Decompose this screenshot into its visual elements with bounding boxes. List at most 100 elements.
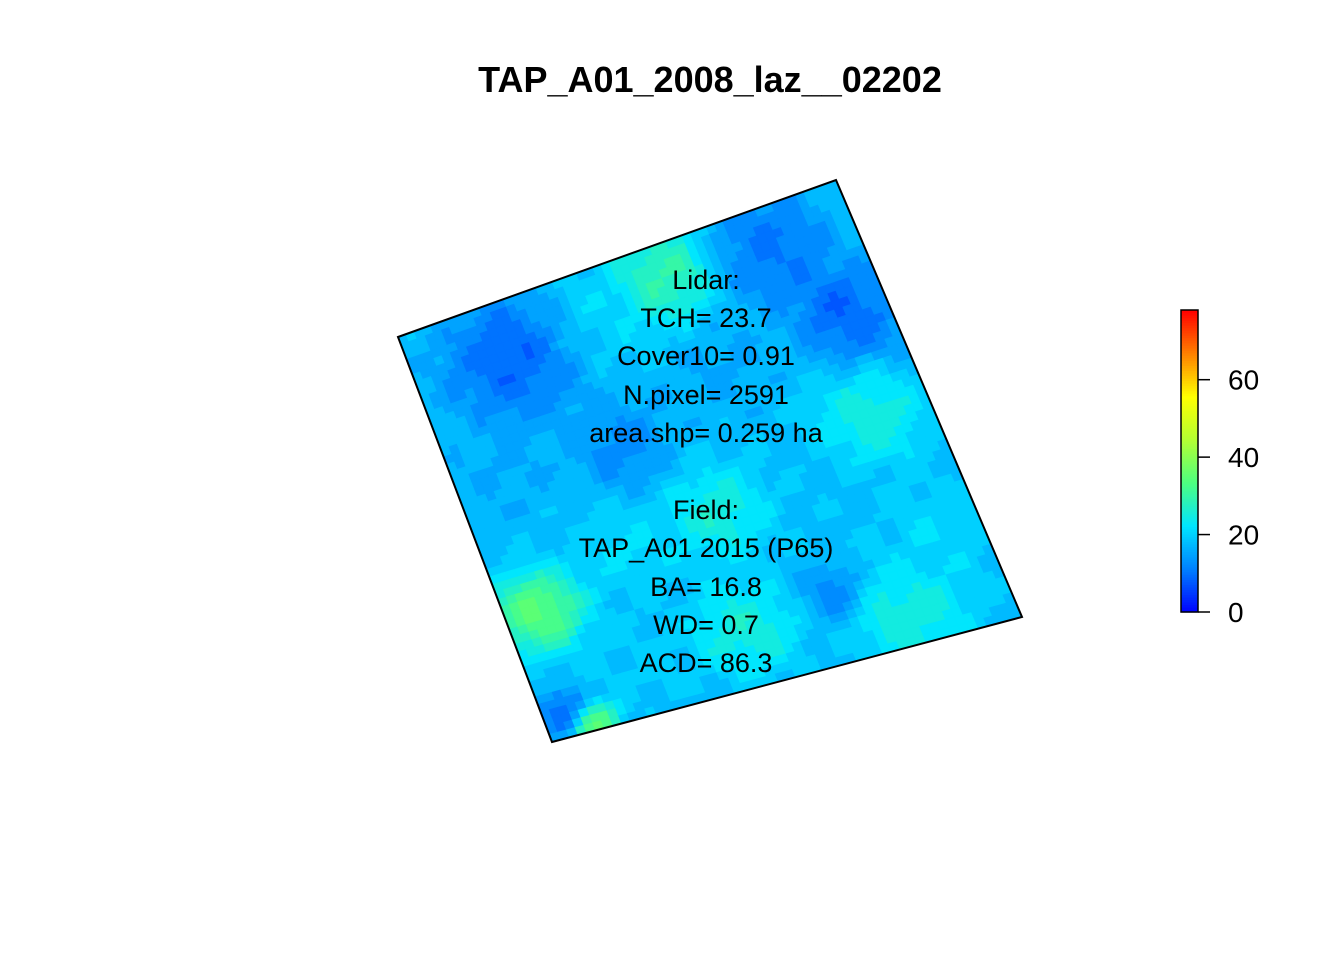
colorbar-step: [1181, 362, 1198, 366]
colorbar-step: [1181, 478, 1198, 482]
colorbar-step: [1181, 335, 1198, 339]
colorbar-step: [1181, 516, 1198, 520]
colorbar-step: [1181, 544, 1198, 548]
colorbar-step: [1181, 574, 1198, 578]
colorbar-step: [1181, 523, 1198, 528]
lidar-npixel: N.pixel= 2591: [623, 380, 789, 410]
colorbar-step: [1181, 584, 1198, 588]
plot-boundary: [396, 178, 1024, 744]
colorbar-step: [1181, 377, 1198, 382]
colorbar-step: [1181, 483, 1198, 487]
colorbar-step: [1181, 601, 1198, 606]
colorbar-step: [1181, 463, 1198, 467]
colorbar-step: [1181, 425, 1198, 429]
colorbar-step: [1181, 315, 1198, 319]
colorbar-step: [1181, 435, 1198, 439]
colorbar-step: [1181, 448, 1198, 452]
colorbar-step: [1181, 327, 1198, 331]
colorbar-step: [1181, 501, 1198, 505]
colorbar-step: [1181, 420, 1198, 424]
colorbar-step: [1181, 518, 1198, 522]
colorbar-step: [1181, 370, 1198, 374]
colorbar-step: [1181, 551, 1198, 555]
colorbar-step: [1181, 461, 1198, 465]
colorbar-step: [1181, 549, 1198, 553]
colorbar-step: [1181, 486, 1198, 490]
colorbar-step: [1181, 428, 1198, 432]
colorbar-step: [1181, 325, 1198, 329]
colorbar-step: [1181, 606, 1198, 611]
colorbar-step: [1181, 340, 1198, 344]
colorbar-step: [1181, 481, 1198, 485]
colorbar-step: [1181, 400, 1198, 404]
colorbar-step: [1181, 493, 1198, 497]
lidar-annotation: Lidar: TCH= 23.7 Cover10= 0.91 N.pixel= …: [589, 265, 823, 448]
colorbar-step: [1181, 571, 1198, 575]
colorbar-step: [1181, 536, 1198, 540]
colorbar-step: [1181, 375, 1198, 379]
colorbar-step: [1181, 531, 1198, 535]
colorbar-step: [1181, 455, 1198, 460]
colorbar-step: [1181, 347, 1198, 351]
colorbar-step: [1181, 352, 1198, 356]
colorbar-step: [1181, 559, 1198, 563]
colorbar-step: [1181, 450, 1198, 455]
colorbar-step: [1181, 418, 1198, 422]
colorbar-step: [1181, 576, 1198, 580]
colorbar-step: [1181, 438, 1198, 442]
colorbar-step: [1181, 569, 1198, 573]
colorbar-step: [1181, 498, 1198, 502]
colorbar-step: [1181, 443, 1198, 447]
colorbar-step: [1181, 589, 1198, 593]
colorbar-step: [1181, 503, 1198, 507]
colorbar-step: [1181, 513, 1198, 517]
colorbar-tick-label: 40: [1228, 442, 1259, 473]
colorbar-step: [1181, 310, 1198, 314]
colorbar-step: [1181, 554, 1198, 558]
colorbar-step: [1181, 350, 1198, 354]
field-annotation: Field: TAP_A01 2015 (P65) BA= 16.8 WD= 0…: [579, 495, 834, 678]
field-acd: ACD= 86.3: [640, 648, 773, 678]
colorbar-ticks: 0 20 40 60: [1198, 365, 1259, 628]
colorbar-step: [1181, 506, 1198, 510]
colorbar-step: [1181, 430, 1198, 434]
colorbar-step: [1181, 586, 1198, 590]
colorbar-step: [1181, 511, 1198, 515]
colorbar-step: [1181, 330, 1198, 334]
colorbar-step: [1181, 345, 1198, 349]
colorbar-tick-label: 20: [1228, 520, 1259, 551]
colorbar-step: [1181, 415, 1198, 419]
colorbar-step: [1181, 471, 1198, 475]
colorbar-step: [1181, 385, 1198, 389]
colorbar-step: [1181, 468, 1198, 472]
colorbar-step: [1181, 528, 1198, 533]
colorbar-step: [1181, 445, 1198, 450]
colorbar-step: [1181, 367, 1198, 371]
colorbar-step: [1181, 433, 1198, 437]
colorbar-step: [1181, 342, 1198, 346]
colorbar-step: [1181, 473, 1198, 477]
colorbar-step: [1181, 546, 1198, 550]
colorbar-step: [1181, 599, 1198, 603]
canopy-height-raster: [397, 179, 1023, 743]
colorbar-step: [1181, 561, 1198, 565]
colorbar-step: [1181, 423, 1198, 427]
lidar-area: area.shp= 0.259 ha: [589, 418, 823, 448]
colorbar-step: [1181, 556, 1198, 560]
colorbar-step: [1181, 413, 1198, 417]
colorbar-step: [1181, 488, 1198, 492]
colorbar-step: [1181, 403, 1198, 407]
lidar-tch: TCH= 23.7: [640, 303, 771, 333]
colorbar-step: [1181, 382, 1198, 387]
colorbar-step: [1181, 458, 1198, 462]
colorbar-step: [1181, 596, 1198, 601]
colorbar-step: [1181, 609, 1198, 613]
colorbar-step: [1181, 398, 1198, 402]
colorbar-step: [1181, 579, 1198, 583]
colorbar-step: [1181, 521, 1198, 525]
colorbar-step: [1181, 581, 1198, 585]
colorbar-step: [1181, 332, 1198, 336]
colorbar-step: [1181, 496, 1198, 500]
colorbar-step: [1181, 312, 1198, 316]
field-heading: Field:: [673, 495, 739, 525]
